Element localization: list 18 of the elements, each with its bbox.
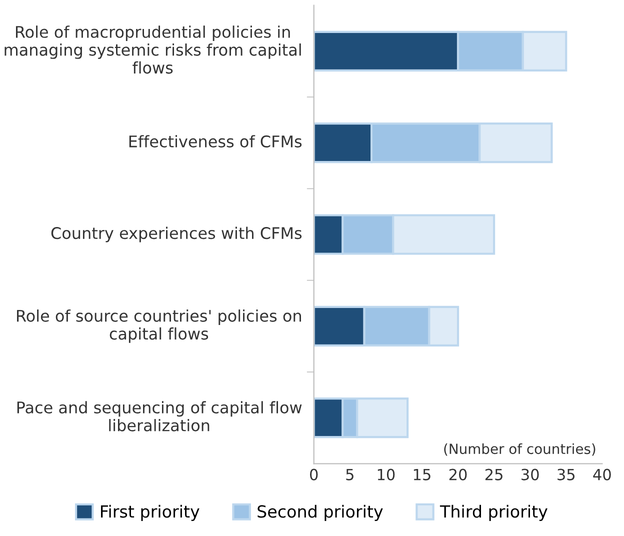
x-tick-label: 0	[310, 468, 318, 480]
y-tick-label: Role of macroprudential policies in managing systemic risks from capital flows	[4, 26, 301, 74]
x-tick-label: 20	[449, 468, 467, 480]
y-tick-label: Pace and sequencing of capital flow liberalization	[17, 401, 302, 432]
x-tick-label: 10	[378, 468, 395, 480]
x-tick-label: 15	[414, 468, 430, 480]
x-tick-label: 25	[485, 468, 502, 480]
annotation: (Number of countries)	[444, 443, 596, 456]
x-tick-label: 40	[593, 468, 611, 480]
x-tick-label: 35	[558, 468, 575, 480]
legend-label: First priority	[101, 504, 200, 521]
y-tick-label: Effectiveness of CFMs	[129, 135, 302, 148]
y-tick-label: Role of source countries' policies on capital flows	[17, 309, 301, 343]
x-tick-label: 30	[522, 468, 539, 480]
legend-label: Second priority	[258, 504, 383, 521]
legend-label: Third priority	[440, 504, 548, 521]
x-tick-label: 5	[346, 468, 354, 480]
y-tick-label: Country experiences with CFMs	[51, 226, 302, 242]
